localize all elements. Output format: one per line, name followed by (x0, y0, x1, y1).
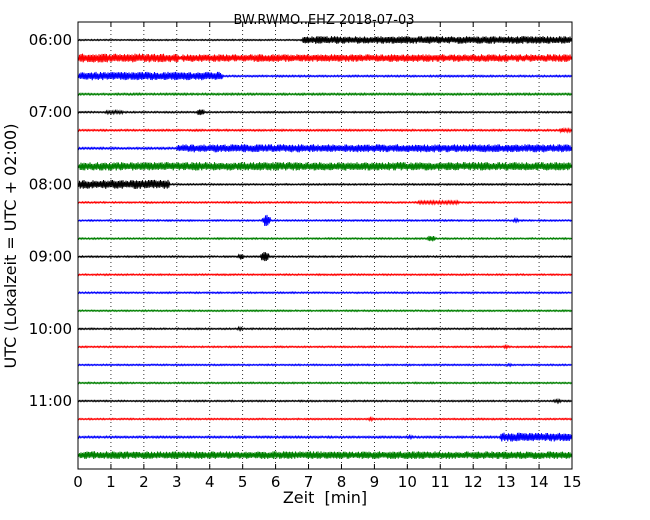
x-tick-label: 2 (139, 473, 149, 491)
x-tick-label: 8 (337, 473, 347, 491)
trace-1100 (77, 397, 572, 405)
trace-0700 (77, 108, 572, 116)
trace-0730 (77, 144, 572, 153)
seismogram-traces (77, 36, 572, 460)
x-tick-label: 5 (238, 473, 248, 491)
trace-1030 (77, 362, 572, 368)
y-tick-label: 10:00 (29, 320, 72, 338)
x-tick-label: 10 (398, 473, 417, 491)
trace-0715 (77, 126, 572, 134)
x-tick-label: 9 (370, 473, 380, 491)
trace-1115 (77, 415, 572, 423)
y-tick-label: 06:00 (29, 31, 72, 49)
trace-0945 (77, 309, 572, 313)
x-tick-label: 7 (304, 473, 314, 491)
x-tick-label: 14 (530, 473, 549, 491)
y-axis: 06:00 07:00 08:00 09:00 10:00 11:00 (29, 31, 572, 410)
trace-1015 (77, 343, 572, 351)
y-tick-label: 07:00 (29, 103, 72, 121)
chart-title: BW.RWMO..EHZ 2018-07-03 (233, 13, 414, 28)
x-tick-label: 0 (73, 473, 83, 491)
trace-0615 (77, 53, 572, 63)
x-tick-label: 12 (464, 473, 483, 491)
x-axis: 0 1 2 3 4 5 6 7 8 9 10 11 12 13 14 15 (73, 22, 582, 491)
trace-0830 (77, 214, 572, 226)
y-tick-label: 08:00 (29, 175, 72, 193)
x-tick-label: 6 (271, 473, 281, 491)
plot-frame (77, 21, 573, 470)
trace-0630 (77, 71, 572, 81)
trace-0745 (77, 162, 572, 171)
trace-1145 (77, 451, 572, 460)
trace-0915 (77, 272, 572, 277)
trace-0845 (77, 235, 572, 242)
x-tick-label: 4 (205, 473, 215, 491)
y-axis-label: UTC (Lokalzeit = UTC + 02:00) (1, 124, 20, 369)
x-tick-label: 1 (106, 473, 116, 491)
grid (110, 22, 540, 469)
x-tick-label: 13 (497, 473, 516, 491)
x-axis-label: Zeit [min] (283, 488, 367, 507)
x-tick-label: 11 (431, 473, 450, 491)
x-tick-label: 3 (172, 473, 182, 491)
trace-0800 (77, 179, 572, 189)
trace-0645 (77, 91, 572, 97)
trace-0900 (77, 252, 572, 262)
trace-0930 (77, 290, 572, 295)
y-tick-label: 09:00 (29, 248, 72, 266)
trace-1000 (77, 325, 572, 332)
trace-1130 (77, 432, 572, 442)
trace-0815 (77, 199, 572, 206)
x-tick-label: 15 (562, 473, 581, 491)
trace-0600 (77, 36, 572, 44)
trace-1045 (77, 381, 572, 385)
y-tick-label: 11:00 (29, 392, 72, 410)
